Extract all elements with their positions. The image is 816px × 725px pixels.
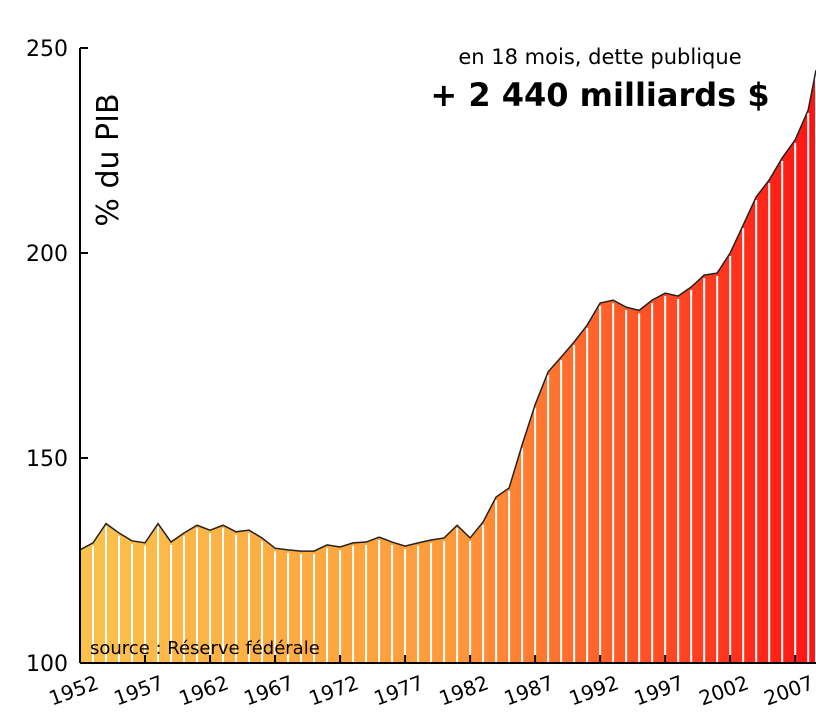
- x-tick-label: 1962: [176, 670, 232, 710]
- x-tick-label: 1967: [241, 670, 297, 710]
- x-tick-label: 1982: [436, 670, 492, 710]
- source: source : Réserve fédérale: [90, 638, 320, 659]
- x-tick-label: 1987: [501, 670, 557, 710]
- y-tick-label: 150: [26, 447, 68, 472]
- x-tick-label: 1972: [306, 670, 362, 710]
- y-tick-label: 200: [26, 242, 68, 267]
- x-tick-label: 1957: [111, 670, 167, 710]
- x-tick-label: 1992: [566, 670, 622, 710]
- y-tick-label: 250: [26, 37, 68, 62]
- area-outline: [79, 69, 816, 552]
- x-tick-label: 1977: [371, 670, 427, 710]
- x-tick-label: 2002: [696, 670, 752, 710]
- x-tick-label: 1997: [631, 670, 687, 710]
- annotation-headline: + 2 440 milliards $: [430, 76, 769, 114]
- area: [80, 70, 816, 663]
- annotation: en 18 mois, dette publique: [458, 45, 741, 69]
- y-axis-label: % du PIB: [91, 93, 126, 226]
- plot: [79, 69, 816, 663]
- x-tick-label: 2007: [761, 670, 816, 710]
- y-tick-label: 100: [26, 652, 68, 677]
